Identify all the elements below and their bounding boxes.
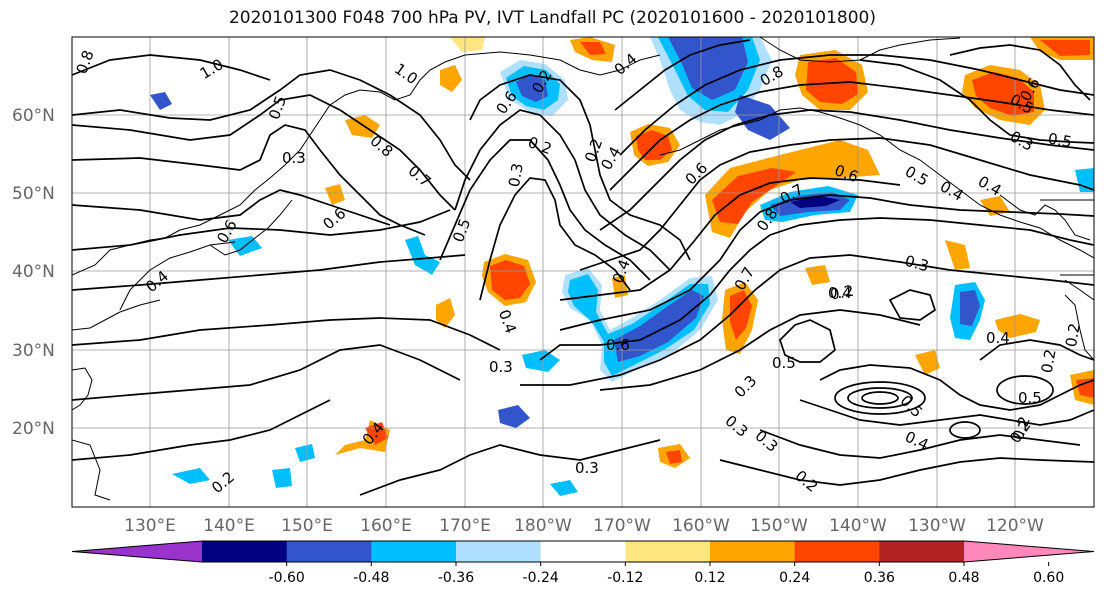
- lon-label: 170°W: [593, 516, 651, 536]
- colorbar-tick-label: 0.24: [779, 570, 810, 586]
- colorbar-segment: [710, 541, 796, 562]
- shading-layer: [150, 37, 1094, 496]
- colorbar-extend-high: [964, 541, 1094, 562]
- lon-label: 150°W: [750, 516, 808, 536]
- longitude-labels: 130°E 140°E 150°E 160°E 170°E 180°W 170°…: [124, 516, 1044, 536]
- colorbar-tick-label: -0.24: [523, 570, 559, 586]
- colorbar-segment: [456, 541, 542, 562]
- colorbar-segment: [540, 541, 626, 562]
- contour-label: 0.5: [1018, 389, 1042, 407]
- colorbar-tick-label: 0.12: [694, 570, 725, 586]
- lat-label-50n: 50°N: [12, 184, 55, 204]
- contour-label: 0.4: [986, 329, 1010, 347]
- colorbar-tick-label: 0.48: [948, 570, 979, 586]
- colorbar-tick-label: -0.48: [353, 570, 389, 586]
- lat-label-30n: 30°N: [12, 341, 55, 361]
- map-title: 2020101300 F048 700 hPa PV, IVT Landfall…: [228, 8, 876, 28]
- lon-label: 140°W: [829, 516, 887, 536]
- lon-label: 140°E: [203, 516, 255, 536]
- contour-label: 0.2: [829, 282, 856, 304]
- latitude-labels: 60°N 50°N 40°N 30°N 20°N: [12, 106, 55, 439]
- colorbar-tick-label: -0.36: [438, 570, 474, 586]
- lon-label: 160°E: [360, 516, 412, 536]
- colorbar-tick-label: -0.60: [269, 570, 305, 586]
- lon-label: 130°W: [908, 516, 966, 536]
- colorbar-segment: [286, 541, 372, 562]
- map-frame: [71, 36, 1095, 508]
- colorbar-tick-label: -0.12: [607, 570, 643, 586]
- lon-label: 120°W: [986, 516, 1044, 536]
- contour-label: 0.3: [489, 358, 513, 376]
- colorbar-outline: [71, 540, 1095, 563]
- colorbar-tick-label: 0.36: [864, 570, 895, 586]
- contour-label: 0.4: [828, 284, 852, 302]
- lon-label: 150°E: [281, 516, 333, 536]
- contour-label: 0.2: [1062, 322, 1084, 349]
- pv-contours: [72, 39, 1094, 496]
- lon-label: 170°E: [439, 516, 491, 536]
- contour-label: 0.6: [606, 336, 630, 354]
- contour-label: 0.2: [1038, 348, 1060, 375]
- lon-label: 160°W: [672, 516, 730, 536]
- contour-label: 0.5: [1047, 129, 1074, 151]
- lon-label: 180°W: [514, 516, 572, 536]
- colorbar-segment: [879, 541, 965, 562]
- colorbar-segment: [625, 541, 711, 562]
- grid-lines: [72, 37, 1094, 507]
- contour-label: 0.3: [505, 162, 527, 189]
- contour-label: 0.3: [575, 459, 599, 477]
- lat-label-40n: 40°N: [12, 262, 55, 282]
- contour-label: 0.3: [903, 252, 931, 276]
- contour-label: 0.3: [282, 149, 306, 167]
- colorbar-segment: [794, 541, 880, 562]
- colorbar-segment: [371, 541, 457, 562]
- colorbar: -0.60 -0.48 -0.36 -0.24 -0.12 0.12 0.24 0.36 0.4…: [71, 540, 1095, 586]
- lat-label-20n: 20°N: [12, 419, 55, 439]
- lon-label: 130°E: [124, 516, 176, 536]
- colorbar-tick-label: 0.60: [1033, 570, 1064, 586]
- contour-label: 0.5: [772, 354, 796, 372]
- lat-label-60n: 60°N: [12, 106, 55, 126]
- colorbar-extend-low: [72, 541, 202, 562]
- colorbar-segment: [202, 541, 288, 562]
